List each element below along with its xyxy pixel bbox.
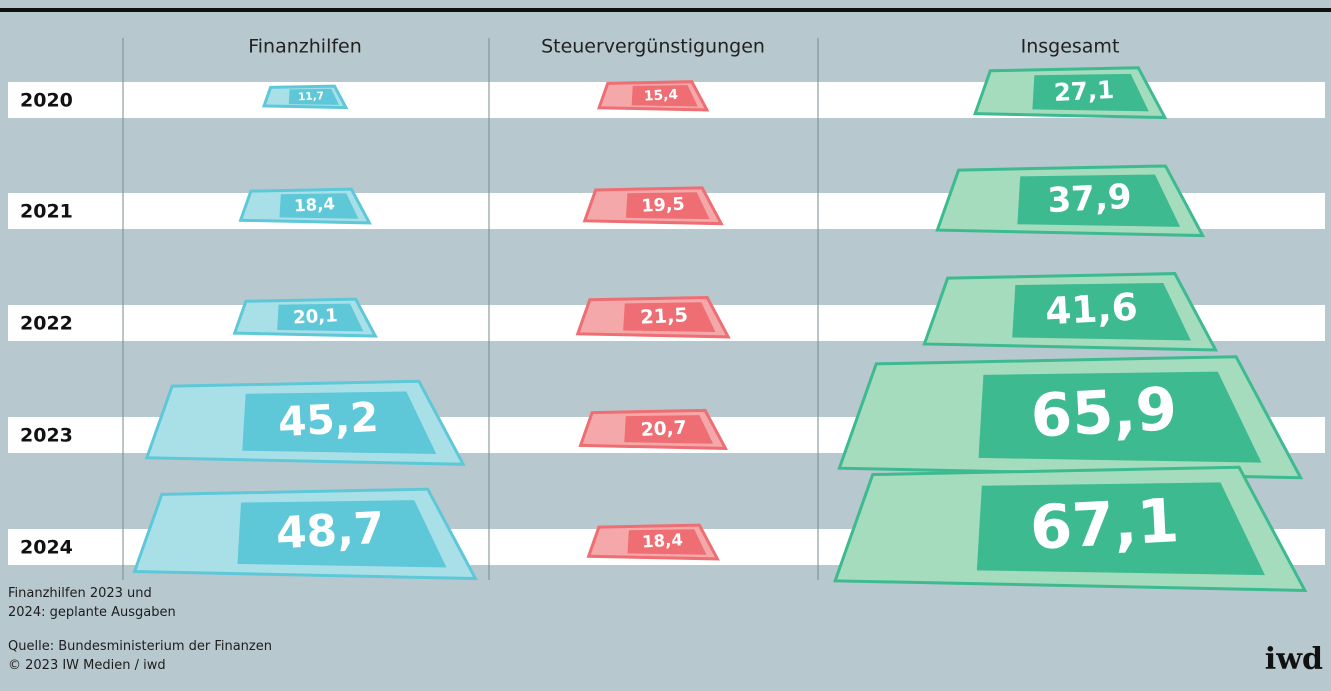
top-rule: [0, 8, 1331, 12]
logo: iwd: [1265, 642, 1323, 677]
value-label: 19,5: [641, 194, 685, 216]
column-header: Finanzhilfen: [248, 36, 362, 58]
row-label: 2021: [20, 201, 73, 223]
footnote: Finanzhilfen 2023 und 2024: geplante Aus…: [8, 584, 183, 622]
value-label: 48,7: [275, 503, 386, 560]
row-label: 2023: [20, 425, 73, 447]
row-label: 2020: [20, 90, 73, 112]
value-label: 45,2: [277, 393, 380, 446]
value-label: 41,6: [1044, 285, 1139, 334]
column-header: Steuervergünstigungen: [541, 36, 765, 58]
source: Quelle: Bundesministerium der Finanzen: [8, 637, 272, 656]
value-label: 27,1: [1053, 75, 1115, 107]
value-label: 18,4: [294, 194, 336, 215]
value-label: 20,1: [293, 305, 339, 328]
infographic: 2020 2021 2022 2023 2024 Finanzhilfen 11,7 18,4…: [0, 0, 1331, 691]
value-label: 21,5: [640, 303, 689, 328]
value-label: 15,4: [643, 87, 678, 105]
row-label: 2024: [20, 537, 73, 559]
value-label: 18,4: [642, 530, 684, 551]
row-label: 2022: [20, 313, 73, 335]
value-label: 65,9: [1029, 374, 1179, 451]
column-header: Insgesamt: [1021, 36, 1120, 58]
chart: 2020 2021 2022 2023 2024 Finanzhilfen 11,7 18,4…: [0, 0, 1331, 691]
value-label: 37,9: [1046, 177, 1132, 221]
value-label: 20,7: [640, 418, 687, 441]
value-label: 11,7: [298, 90, 325, 103]
value-label: 67,1: [1028, 486, 1180, 564]
copyright: © 2023 IW Medien / iwd: [8, 656, 166, 675]
